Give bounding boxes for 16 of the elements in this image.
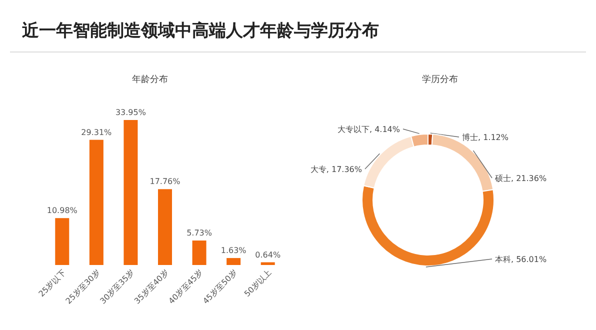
slice-label: 大专, 17.36% (310, 165, 362, 174)
data-label: 29.31% (81, 128, 112, 137)
chart-title: 年龄分布 (132, 74, 168, 85)
data-label: 33.95% (115, 108, 146, 117)
data-label: 10.98% (46, 206, 78, 216)
slice-label: 博士, 1.12% (462, 133, 508, 142)
chart-title: 学历分布 (422, 74, 458, 85)
data-label: 0.64% (255, 250, 281, 260)
slice-label: 硕士, 21.36% (495, 174, 547, 183)
text: 近一年智能制造领域中高端人才年龄与学历分布 (21, 21, 379, 41)
data-label: 17.76% (150, 177, 181, 186)
slice-label: 本科, 56.01% (495, 255, 547, 264)
data-label: 5.73% (186, 228, 212, 238)
slice-label: 大专以下, 4.14% (338, 125, 400, 134)
data-label: 1.63% (220, 246, 247, 256)
x-tick-label: 50岁以上 (242, 268, 274, 299)
